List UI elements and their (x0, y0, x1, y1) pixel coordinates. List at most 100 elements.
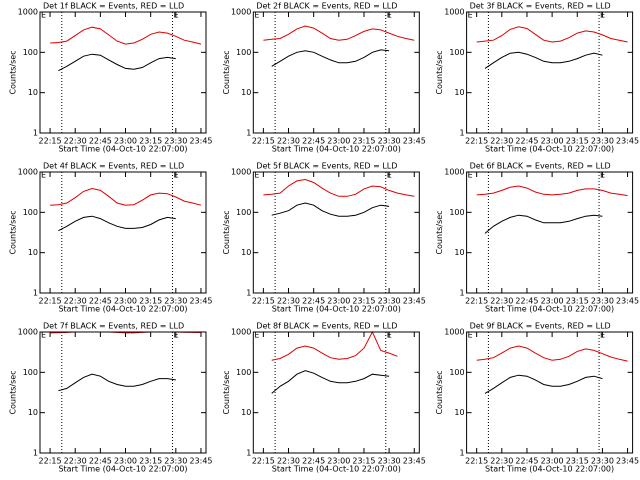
x-tick-label: 23:00 (114, 297, 137, 306)
y-axis-label: Counts/sec (435, 370, 444, 414)
y-tick-label: 1000 (18, 328, 38, 337)
y-axis-label: Counts/sec (9, 50, 18, 94)
y-tick-label: 1 (246, 129, 251, 138)
series-line (263, 25, 415, 41)
panel: Det 2f BLACK = Events, RED = LLD 1 10 100 10… (222, 2, 426, 154)
series-line (58, 215, 176, 232)
x-tick-label: 22:15 (252, 137, 275, 146)
y-axis-label: Counts/sec (222, 50, 231, 94)
x-tick-label: 22:15 (39, 137, 62, 146)
y-tick-label: 10 (454, 408, 464, 417)
plot-frame (39, 11, 207, 134)
annotation: E (468, 331, 473, 340)
x-tick-label: 23:45 (189, 137, 212, 146)
y-axis-label: Counts/sec (435, 210, 444, 254)
y-axis-label: Counts/sec (9, 370, 18, 414)
y-tick-label: 10 (241, 408, 251, 417)
chart-title: Det 6f BLACK = Events, RED = LLD (470, 162, 611, 171)
x-tick-label: 23:45 (189, 297, 212, 306)
chart-title: Det 4f BLACK = Events, RED = LLD (43, 162, 184, 171)
x-tick-label: 23:30 (164, 137, 187, 146)
panel: Det 1f BLACK = Events, RED = LLD 1 10 100 10… (9, 2, 213, 154)
annotation: E (173, 11, 178, 20)
x-tick-label: 22:30 (490, 457, 513, 466)
annotation: E (600, 331, 605, 340)
y-axis-label: Counts/sec (222, 370, 231, 414)
plot-frame (39, 171, 207, 294)
series-line (271, 49, 390, 67)
y-tick-label: 10 (241, 248, 251, 257)
plot-frame (252, 171, 420, 294)
x-tick-label: 22:15 (465, 137, 488, 146)
x-tick-label: 23:15 (566, 297, 589, 306)
panel: Det 8f BLACK = Events, RED = LLD 1 10 100 10… (222, 322, 426, 474)
x-tick-label: 23:00 (114, 137, 137, 146)
y-tick-label: 1000 (444, 328, 464, 337)
x-axis-label: Start Time (04-Oct-10 22:07:00) (58, 145, 187, 154)
x-tick-label: 23:15 (139, 457, 162, 466)
x-tick-label: 22:45 (89, 457, 112, 466)
x-tick-label: 22:30 (277, 457, 300, 466)
annotation: E (468, 11, 473, 20)
x-tick-label: 23:30 (378, 297, 401, 306)
x-axis-label: Start Time (04-Oct-10 22:07:00) (272, 465, 401, 474)
annotation: E (387, 331, 392, 340)
x-tick-label: 22:30 (490, 297, 513, 306)
plot-frame (39, 331, 207, 454)
x-tick-label: 23:45 (616, 137, 639, 146)
x-tick-label: 23:00 (327, 137, 350, 146)
annotation: E (600, 11, 605, 20)
x-tick-label: 22:45 (89, 297, 112, 306)
y-tick-label: 1 (246, 449, 251, 458)
y-tick-label: 100 (449, 208, 464, 217)
x-tick-label: 22:45 (302, 297, 325, 306)
series-line (476, 345, 628, 362)
x-tick-label: 22:30 (64, 137, 87, 146)
y-tick-label: 1 (33, 129, 38, 138)
chart-title: Det 5f BLACK = Events, RED = LLD (256, 162, 397, 171)
x-axis-label: Start Time (04-Oct-10 22:07:00) (58, 465, 187, 474)
series-line (484, 214, 603, 234)
series-line (58, 53, 176, 72)
x-tick-label: 22:15 (252, 457, 275, 466)
y-tick-label: 10 (28, 88, 38, 97)
x-tick-label: 23:15 (139, 297, 162, 306)
series-line (50, 26, 202, 45)
y-tick-label: 1 (460, 129, 465, 138)
series-line (484, 51, 603, 69)
y-tick-label: 100 (236, 48, 251, 57)
panel: Det 4f BLACK = Events, RED = LLD 1 10 100 10… (9, 162, 213, 314)
y-tick-label: 1 (460, 289, 465, 298)
x-tick-label: 23:45 (403, 137, 426, 146)
x-tick-label: 23:15 (566, 457, 589, 466)
x-tick-label: 23:00 (541, 297, 564, 306)
panel: Det 5f BLACK = Events, RED = LLD 1 10 100 10… (222, 162, 426, 314)
y-tick-label: 10 (454, 248, 464, 257)
plot-frame (252, 11, 420, 134)
x-tick-label: 22:45 (515, 137, 538, 146)
y-tick-label: 100 (23, 208, 38, 217)
annotation: E (173, 331, 178, 340)
annotation: E (254, 331, 259, 340)
y-tick-label: 10 (28, 248, 38, 257)
y-tick-label: 10 (241, 88, 251, 97)
x-tick-label: 23:30 (591, 457, 614, 466)
x-tick-label: 23:00 (541, 457, 564, 466)
chart-title: Det 1f BLACK = Events, RED = LLD (43, 2, 184, 11)
y-tick-label: 100 (449, 48, 464, 57)
annotation: E (254, 171, 259, 180)
x-tick-label: 22:15 (465, 457, 488, 466)
y-tick-label: 100 (236, 208, 251, 217)
x-tick-label: 23:45 (616, 457, 639, 466)
x-tick-label: 22:45 (515, 457, 538, 466)
x-tick-label: 23:30 (164, 297, 187, 306)
x-tick-label: 22:30 (64, 297, 87, 306)
annotation: E (468, 171, 473, 180)
y-tick-label: 1 (33, 449, 38, 458)
x-tick-label: 22:15 (465, 297, 488, 306)
x-tick-label: 23:00 (327, 297, 350, 306)
y-tick-label: 1000 (18, 168, 38, 177)
chart-title: Det 8f BLACK = Events, RED = LLD (256, 322, 397, 331)
x-tick-label: 23:15 (352, 137, 375, 146)
